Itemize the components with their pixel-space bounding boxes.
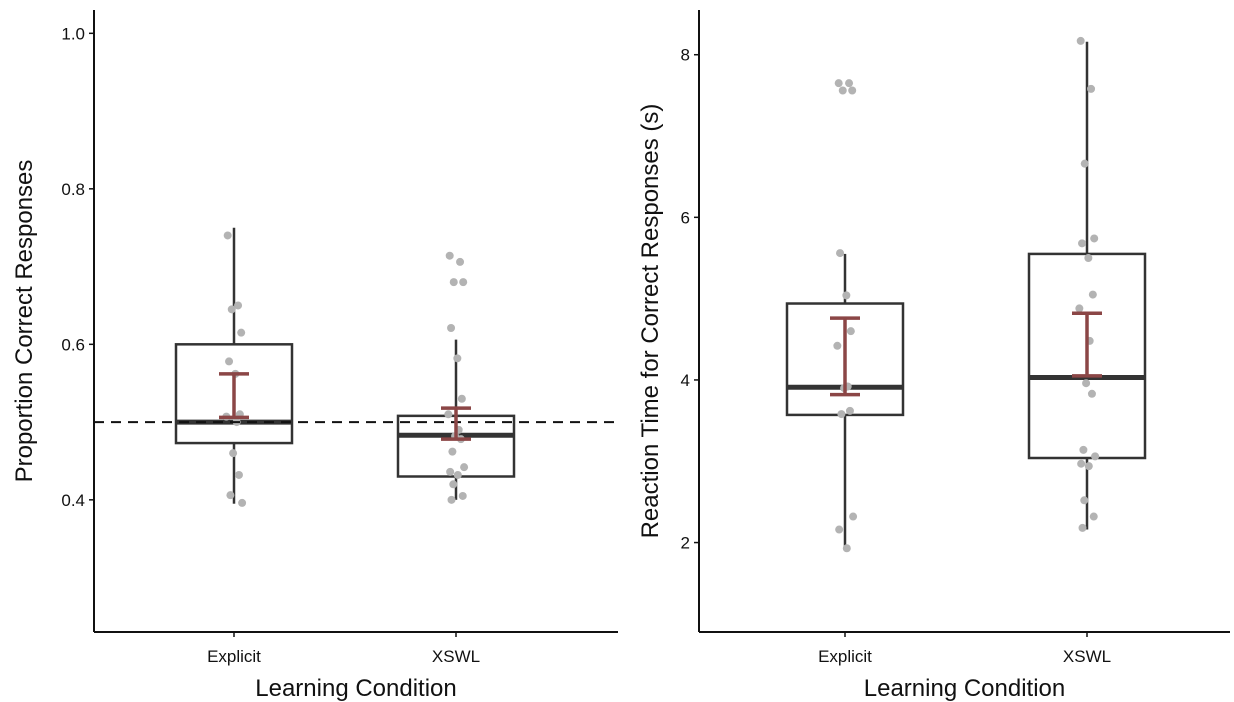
data-point bbox=[1075, 304, 1084, 313]
data-point bbox=[835, 525, 844, 534]
data-point bbox=[237, 328, 246, 337]
data-point bbox=[447, 323, 456, 332]
y-tick-label: 0.4 bbox=[61, 491, 85, 510]
data-point bbox=[229, 449, 238, 458]
y-tick-label: 6 bbox=[681, 208, 690, 227]
data-point bbox=[447, 495, 456, 504]
y-tick-label: 8 bbox=[681, 46, 690, 65]
data-point bbox=[842, 291, 851, 300]
data-point bbox=[449, 480, 458, 489]
right-x-axis-title: Learning Condition bbox=[864, 675, 1065, 702]
data-point bbox=[1084, 462, 1093, 471]
data-point bbox=[459, 278, 468, 287]
data-point bbox=[1089, 512, 1098, 521]
boxplot-xswl bbox=[1027, 41, 1147, 530]
interquartile-box bbox=[1027, 252, 1147, 460]
data-point bbox=[446, 467, 455, 476]
data-point bbox=[838, 86, 847, 95]
data-point bbox=[846, 327, 855, 336]
mean-ci-xswl bbox=[441, 406, 471, 441]
data-point bbox=[833, 341, 842, 350]
data-point bbox=[1079, 445, 1088, 454]
data-point bbox=[1087, 389, 1096, 398]
data-point bbox=[223, 231, 232, 240]
data-point bbox=[848, 86, 857, 95]
data-point bbox=[1091, 452, 1100, 461]
data-point bbox=[227, 305, 236, 314]
y-tick-label: 0.8 bbox=[61, 180, 85, 199]
data-point bbox=[444, 410, 453, 419]
data-point bbox=[1077, 459, 1086, 468]
data-point bbox=[836, 249, 845, 258]
data-point bbox=[1087, 84, 1096, 93]
left-x-axis-title: Learning Condition bbox=[255, 675, 456, 702]
data-point bbox=[1080, 496, 1089, 505]
y-tick-label: 1.0 bbox=[61, 24, 85, 43]
x-tick-label: Explicit bbox=[818, 647, 872, 666]
data-point bbox=[457, 394, 466, 403]
y-tick-label: 2 bbox=[681, 534, 690, 553]
data-point bbox=[834, 79, 843, 88]
data-point bbox=[1080, 159, 1089, 168]
boxplot-explicit bbox=[174, 227, 294, 504]
data-point bbox=[449, 278, 458, 287]
data-point bbox=[445, 251, 454, 260]
data-point bbox=[238, 498, 247, 507]
data-point bbox=[234, 301, 243, 310]
data-point bbox=[448, 447, 457, 456]
data-point bbox=[845, 406, 854, 415]
data-point bbox=[225, 357, 234, 366]
y-tick-label: 0.6 bbox=[61, 335, 85, 354]
left-panel-proportion-correct: 0.4 0.6 0.8 1.0 Explicit XSWL Learning Condi… bbox=[11, 10, 618, 702]
y-tick-label: 4 bbox=[681, 371, 690, 390]
x-tick-label: XSWL bbox=[432, 647, 480, 666]
data-point bbox=[842, 544, 851, 553]
data-point bbox=[1084, 253, 1093, 262]
mean-ci-explicit bbox=[219, 372, 249, 420]
data-point bbox=[849, 512, 858, 521]
right-panel-reaction-time: 2 4 6 8 Explicit XSWL Learning Condition Rea… bbox=[637, 10, 1230, 702]
data-point bbox=[837, 410, 846, 419]
data-point bbox=[234, 470, 243, 479]
data-point bbox=[453, 470, 462, 479]
data-point bbox=[453, 354, 462, 363]
data-point bbox=[1082, 379, 1091, 388]
data-point bbox=[460, 463, 469, 472]
data-point bbox=[456, 257, 465, 266]
x-tick-label: Explicit bbox=[207, 647, 261, 666]
mean-ci-xswl bbox=[1072, 311, 1102, 378]
data-point bbox=[1076, 36, 1085, 45]
left-y-axis-title: Proportion Correct Responses bbox=[11, 160, 38, 483]
x-tick-label: XSWL bbox=[1063, 647, 1111, 666]
data-point bbox=[226, 491, 235, 500]
data-point bbox=[845, 79, 854, 88]
data-point bbox=[458, 491, 467, 500]
interquartile-box bbox=[174, 343, 294, 445]
mean-ci-explicit bbox=[830, 316, 860, 397]
data-point bbox=[1078, 523, 1087, 532]
right-y-axis-title: Reaction Time for Correct Responses (s) bbox=[637, 104, 664, 539]
data-point bbox=[1078, 239, 1087, 248]
data-point bbox=[1090, 234, 1099, 243]
data-point bbox=[1088, 290, 1097, 299]
